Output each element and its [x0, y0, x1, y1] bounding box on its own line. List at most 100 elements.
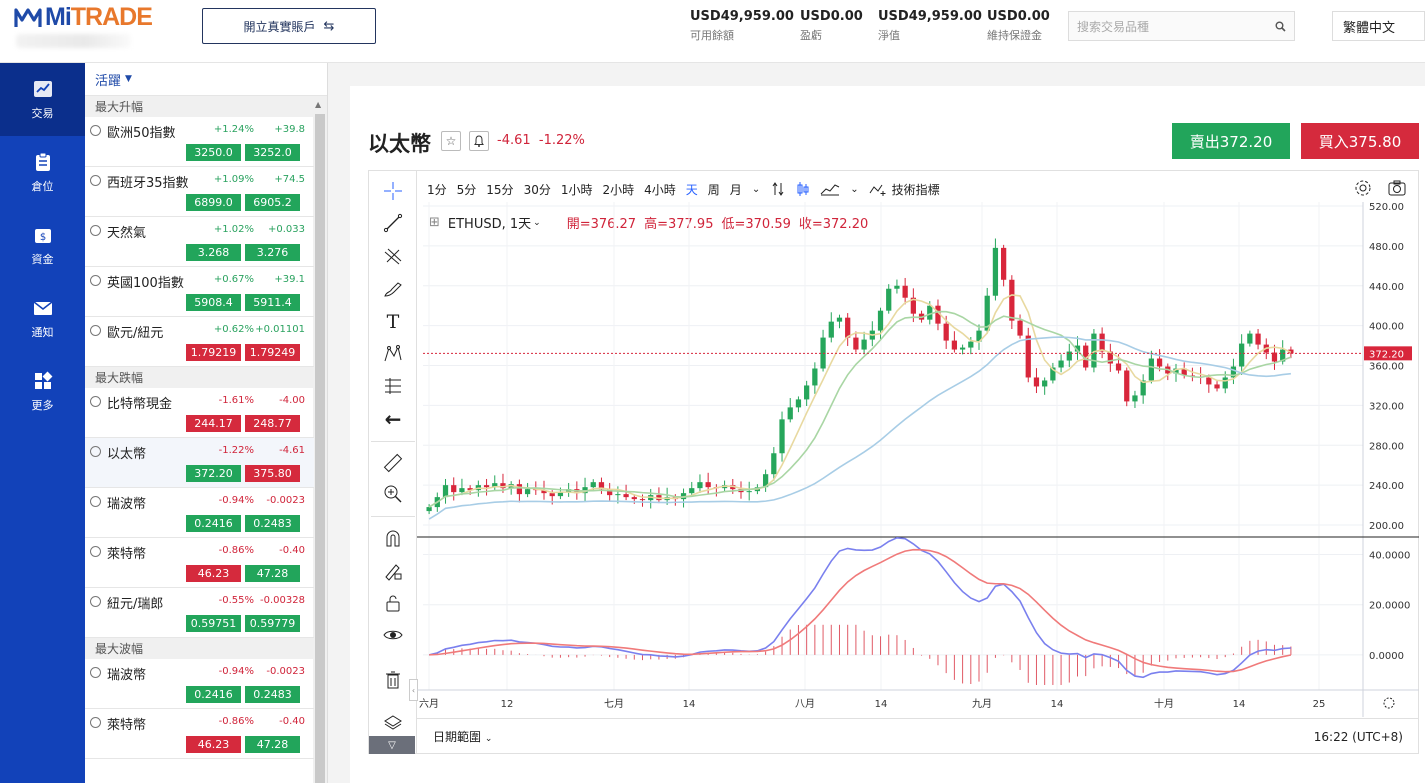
select-radio[interactable] [90, 496, 101, 507]
buy-price-button[interactable]: 47.28 [245, 565, 300, 582]
sell-price-button[interactable]: 0.2416 [186, 515, 241, 532]
prediction-tool-icon[interactable] [381, 374, 405, 398]
interval-option[interactable]: 周 [707, 182, 720, 197]
sell-price-button[interactable]: 372.20 [186, 465, 241, 482]
watchlist-row[interactable]: 西班牙35指數 +1.09% +74.5 6899.0 6905.2 [85, 167, 314, 217]
indicators-button[interactable]: 技術指標 [869, 181, 940, 198]
lock-drawing-icon[interactable] [381, 559, 405, 583]
select-radio[interactable] [90, 125, 101, 136]
sell-price-button[interactable]: 6899.0 [186, 194, 241, 211]
sell-price-button[interactable]: 3.268 [186, 244, 241, 261]
buy-price-button[interactable]: 0.2483 [245, 686, 300, 703]
select-radio[interactable] [90, 175, 101, 186]
candles-style-icon[interactable] [796, 181, 810, 197]
interval-option[interactable]: 1小時 [560, 182, 593, 197]
layers-icon[interactable] [381, 711, 405, 735]
visibility-eye-icon[interactable] [381, 623, 405, 647]
watchlist-row[interactable]: 紐元/瑞郎 -0.55% -0.00328 0.59751 0.59779 [85, 588, 314, 638]
sell-price-button[interactable]: 0.2416 [186, 686, 241, 703]
sell-price-button[interactable]: 0.59751 [186, 615, 241, 632]
buy-price-button[interactable]: 248.77 [245, 415, 300, 432]
compare-bars-icon[interactable] [770, 181, 786, 197]
symbol-interval-label[interactable]: ETHUSD, 1天 [447, 217, 532, 232]
buy-button[interactable]: 買入375.80 [1301, 123, 1419, 159]
watchlist-row[interactable]: 天然氣 +1.02% +0.033 3.268 3.276 [85, 217, 314, 267]
buy-price-button[interactable]: 3252.0 [245, 144, 300, 161]
axis-settings-gear-icon[interactable] [1383, 697, 1395, 709]
sell-price-button[interactable]: 46.23 [186, 736, 241, 753]
buy-price-button[interactable]: 47.28 [245, 736, 300, 753]
interval-option[interactable]: 2小時 [602, 182, 635, 197]
camera-icon[interactable] [1388, 179, 1406, 197]
watchlist-row[interactable]: 英國100指數 +0.67% +39.1 5908.4 5911.4 [85, 267, 314, 317]
watchlist-scrollbar[interactable]: ▲ [313, 96, 327, 783]
select-radio[interactable] [90, 325, 101, 336]
select-radio[interactable] [90, 546, 101, 557]
price-chart-canvas[interactable]: 520.00 480.00 440.00 400.00 360.00 320.00 280.… [417, 202, 1419, 717]
select-radio[interactable] [90, 596, 101, 607]
scroll-thumb[interactable] [315, 114, 325, 783]
select-radio[interactable] [90, 275, 101, 286]
watchlist-row[interactable]: 萊特幣 -0.86% -0.40 46.23 47.28 [85, 538, 314, 588]
select-radio[interactable] [90, 667, 101, 678]
favorite-star-icon[interactable]: ☆ [441, 131, 461, 151]
interval-option[interactable]: 4小時 [644, 182, 676, 197]
area-style-icon[interactable] [820, 182, 840, 196]
nav-trade[interactable]: 交易 [0, 63, 85, 136]
select-radio[interactable] [90, 446, 101, 457]
brush-tool-icon[interactable] [381, 277, 405, 301]
scroll-up-icon[interactable]: ▲ [315, 100, 322, 109]
ruler-tool-icon[interactable] [381, 451, 405, 475]
expand-chevron-icon[interactable]: ▽ [369, 736, 415, 754]
unlock-icon[interactable] [381, 591, 405, 615]
interval-option[interactable]: 月 [729, 182, 742, 197]
pattern-tool-icon[interactable] [381, 342, 405, 366]
select-radio[interactable] [90, 717, 101, 728]
sell-price-button[interactable]: 1.79219 [186, 344, 241, 361]
buy-price-button[interactable]: 5911.4 [245, 294, 300, 311]
chart-type-chevron-icon[interactable]: ⌄ [850, 183, 859, 195]
nav-notifications[interactable]: 通知 [0, 282, 85, 355]
nav-positions[interactable]: 倉位 [0, 136, 85, 209]
date-range-dropdown[interactable]: 日期範圍 ⌄ [433, 728, 492, 745]
zoom-in-icon[interactable] [381, 482, 405, 506]
nav-funds[interactable]: $ 資金 [0, 209, 85, 282]
watchlist-filter-dropdown[interactable]: 活躍 ▼ [85, 63, 327, 96]
pitchfork-tool-icon[interactable] [381, 244, 405, 268]
mitrade-logo[interactable]: MiTRADE [14, 3, 153, 31]
interval-option[interactable]: 天 [685, 182, 698, 197]
sell-price-button[interactable]: 46.23 [186, 565, 241, 582]
interval-more-chevron-icon[interactable]: ⌄ [751, 183, 761, 195]
settings-gear-icon[interactable] [1354, 179, 1372, 197]
interval-option[interactable]: 30分 [523, 182, 551, 197]
watchlist-row[interactable]: 瑞波幣 -0.94% -0.0023 0.2416 0.2483 [85, 488, 314, 538]
watchlist-row[interactable]: 歐元/紐元 +0.62% +0.01101 1.79219 1.79249 [85, 317, 314, 367]
open-real-account-button[interactable]: 開立真實賬戶 ⇆ [202, 8, 376, 44]
watchlist-row[interactable]: 萊特幣 -0.86% -0.40 46.23 47.28 [85, 709, 314, 759]
back-arrow-icon[interactable]: ← [384, 407, 402, 431]
sell-price-button[interactable]: 244.17 [186, 415, 241, 432]
timezone-clock[interactable]: 16:22 (UTC+8) [1313, 729, 1403, 744]
search-input[interactable]: 搜索交易品種 [1068, 11, 1295, 41]
watchlist-row[interactable]: 歐洲50指數 +1.24% +39.8 3250.0 3252.0 [85, 117, 314, 167]
watchlist-row[interactable]: 比特幣現金 -1.61% -4.00 244.17 248.77 [85, 388, 314, 438]
select-radio[interactable] [90, 396, 101, 407]
buy-price-button[interactable]: 3.276 [245, 244, 300, 261]
sell-price-button[interactable]: 3250.0 [186, 144, 241, 161]
text-tool-icon[interactable]: T [386, 311, 400, 333]
select-radio[interactable] [90, 225, 101, 236]
price-alert-bell-icon[interactable] [469, 131, 489, 151]
buy-price-button[interactable]: 0.2483 [245, 515, 300, 532]
language-select[interactable]: 繁體中文 [1332, 11, 1425, 41]
chevron-down-icon[interactable]: ⌄ [533, 217, 541, 228]
add-compare-icon[interactable]: ⊞ [429, 215, 440, 230]
watchlist-row[interactable]: 以太幣 -1.22% -4.61 372.20 375.80 [85, 438, 314, 488]
sell-button[interactable]: 賣出372.20 [1172, 123, 1290, 159]
sell-price-button[interactable]: 5908.4 [186, 294, 241, 311]
buy-price-button[interactable]: 375.80 [245, 465, 300, 482]
buy-price-button[interactable]: 0.59779 [245, 615, 300, 632]
interval-option[interactable]: 5分 [456, 182, 477, 197]
buy-price-button[interactable]: 6905.2 [245, 194, 300, 211]
interval-option[interactable]: 1分 [427, 182, 447, 197]
interval-option[interactable]: 15分 [486, 182, 514, 197]
